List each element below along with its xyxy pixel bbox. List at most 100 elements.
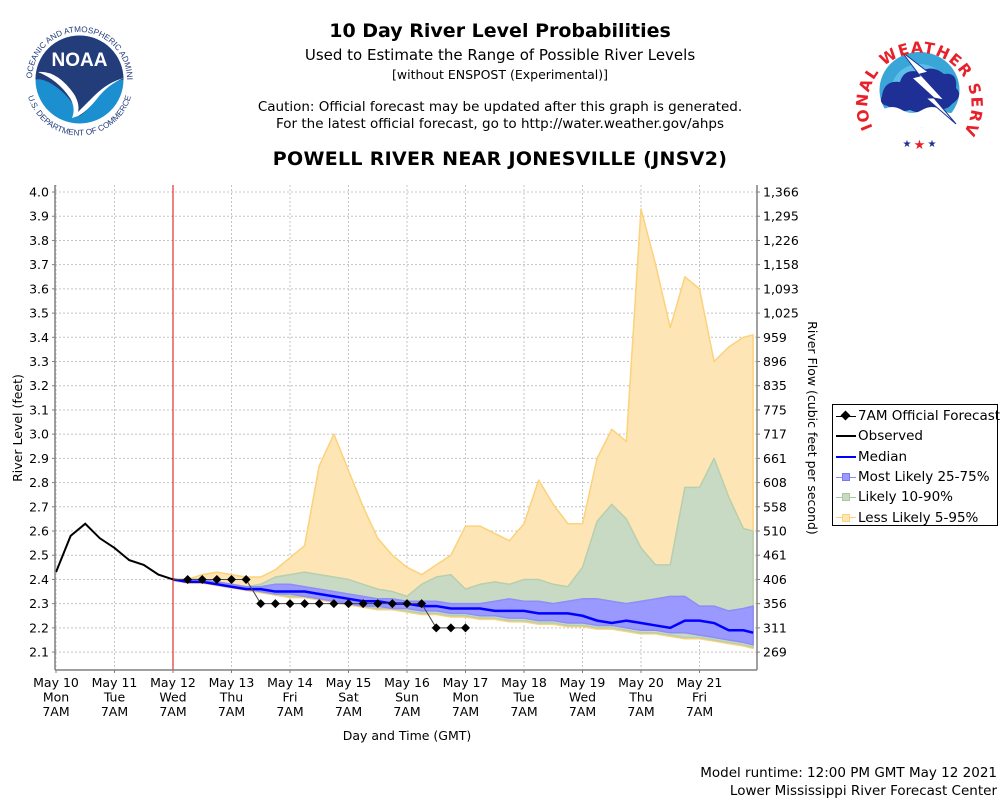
y-tick-label: 3.5	[29, 306, 49, 321]
forecast-point	[241, 574, 251, 584]
forecast-point	[314, 599, 324, 609]
chart-subnote: [without ENSPOST (Experimental)]	[392, 67, 608, 82]
forecast-point	[227, 574, 236, 584]
orange-square-icon	[836, 512, 856, 524]
y2-tick-label: 1,158	[763, 257, 799, 272]
y-tick-label: 2.1	[29, 645, 49, 660]
x-tick-label: May 13 Thu 7AM	[209, 675, 255, 719]
y-tick-label: 2.8	[29, 475, 49, 490]
svg-text:★: ★	[903, 139, 912, 150]
y-tick-label: 2.4	[29, 572, 49, 587]
forecast-point	[270, 599, 280, 609]
y-tick-label: 3.9	[29, 209, 49, 224]
legend-item-10-90: Likely 10-90%	[836, 487, 997, 507]
y2-tick-label: 356	[763, 596, 787, 611]
forecast-point	[300, 599, 310, 609]
forecast-point	[431, 623, 441, 633]
x-tick-label: May 16 Sun 7AM	[384, 675, 430, 719]
forecast-point	[183, 574, 193, 584]
y-tick-label: 2.6	[29, 524, 49, 539]
svg-text:NOAA: NOAA	[52, 50, 108, 71]
y2-tick-label: 717	[763, 427, 787, 442]
noaa-logo-icon: NOAA NATIONAL OCEANIC AND ATMOSPHERIC AD…	[12, 12, 134, 138]
forecast-point	[446, 623, 456, 633]
diamond-marker-icon	[836, 410, 856, 422]
y-tick-label: 2.9	[29, 451, 49, 466]
forecast-point	[358, 599, 368, 609]
y2-tick-label: 608	[763, 475, 787, 490]
y2-tick-label: 1,025	[763, 306, 799, 321]
forecast-point	[373, 599, 383, 609]
nws-logo-icon: NATIONAL WEATHER SERVICE ★ ★ ★	[852, 12, 984, 152]
y-tick-label: 3.7	[29, 257, 49, 272]
chart-subtitle: Used to Estimate the Range of Possible R…	[304, 46, 696, 64]
forecast-point	[387, 599, 397, 609]
y-tick-label: 2.2	[29, 620, 49, 635]
x-tick-label: May 18 Tue 7AM	[501, 675, 547, 719]
y-tick-label: 3.4	[29, 330, 49, 345]
model-runtime: Model runtime: 12:00 PM GMT May 12 2021	[700, 765, 997, 781]
y-tick-label: 3.2	[29, 378, 49, 393]
legend-item-5-95: Less Likely 5-95%	[836, 507, 997, 527]
x-tick-label: May 19 Wed 7AM	[560, 675, 606, 719]
x-tick-label: May 14 Fri 7AM	[267, 675, 313, 719]
legend-item-25-75: Most Likely 25-75%	[836, 467, 997, 487]
y-tick-label: 3.1	[29, 402, 49, 417]
y-tick-label: 3.3	[29, 354, 49, 369]
y2-tick-label: 406	[763, 572, 787, 587]
y2-tick-label: 269	[763, 645, 787, 660]
y-tick-label: 3.6	[29, 281, 49, 296]
probability-bands	[172, 208, 754, 650]
forecast-point	[197, 574, 207, 584]
forecast-center: Lower Mississippi River Forecast Center	[729, 783, 997, 799]
y-tick-label: 3.8	[29, 233, 49, 248]
y-tick-label: 2.5	[29, 548, 49, 563]
median-line	[172, 578, 754, 634]
x-tick-label: May 11 Tue 7AM	[92, 675, 138, 719]
series-lines	[55, 185, 754, 670]
forecast-point	[402, 599, 412, 609]
legend-label: Less Likely 5-95%	[858, 509, 979, 526]
x-tick-label: May 15 Sat 7AM	[326, 675, 372, 719]
y2-tick-label: 1,093	[763, 281, 799, 296]
y2-tick-label: 461	[763, 548, 787, 563]
y2-tick-label: 775	[763, 402, 787, 417]
x-tick-label: May 12 Wed 7AM	[150, 675, 196, 719]
forecast-point	[212, 574, 222, 584]
forecast-point	[344, 599, 353, 609]
legend-label: 7AM Official Forecast	[858, 408, 1000, 425]
y2-tick-label: 1,366	[763, 185, 799, 200]
y2-tick-label: 959	[763, 330, 787, 345]
x-tick-label: May 20 Thu 7AM	[618, 675, 664, 719]
caution-text: Caution: Official forecast may be update…	[257, 99, 743, 115]
y-tick-label: 4.0	[29, 185, 49, 200]
x-tick-label: May 21 Fri 7AM	[677, 675, 723, 719]
green-square-icon	[836, 491, 856, 503]
y2-tick-label: 1,295	[763, 209, 799, 224]
y2-tick-label: 1,226	[763, 233, 799, 248]
legend-label: Median	[858, 448, 908, 465]
legend-label: Most Likely 25-75%	[858, 469, 990, 486]
legend-item-observed: Observed	[836, 426, 997, 446]
y2-tick-label: 510	[763, 524, 787, 539]
x-tick-label: May 17 Mon 7AM	[443, 675, 489, 719]
blue-line-icon	[836, 451, 856, 463]
axes: 2.1 269 2.2 311 2.3 356 2.4 406 2.5 461 2.6 510 2.7 5…	[29, 185, 799, 719]
observed-line	[55, 522, 174, 581]
y-tick-label: 2.7	[29, 499, 49, 514]
y2-tick-label: 896	[763, 354, 787, 369]
blue-square-icon	[836, 471, 856, 483]
forecast-point	[461, 623, 470, 633]
y-tick-label: 2.3	[29, 596, 49, 611]
svg-text:★: ★	[914, 138, 926, 152]
chart-title: 10 Day River Level Probabilities	[329, 20, 671, 42]
svg-text:★: ★	[928, 139, 937, 150]
y2-tick-label: 311	[763, 620, 787, 635]
y2-tick-label: 558	[763, 499, 787, 514]
y2-tick-label: 661	[763, 451, 787, 466]
forecast-point	[417, 599, 427, 609]
forecast-point	[285, 599, 295, 609]
black-line-icon	[836, 430, 856, 442]
x-tick-label: May 10 Mon 7AM	[33, 675, 79, 719]
